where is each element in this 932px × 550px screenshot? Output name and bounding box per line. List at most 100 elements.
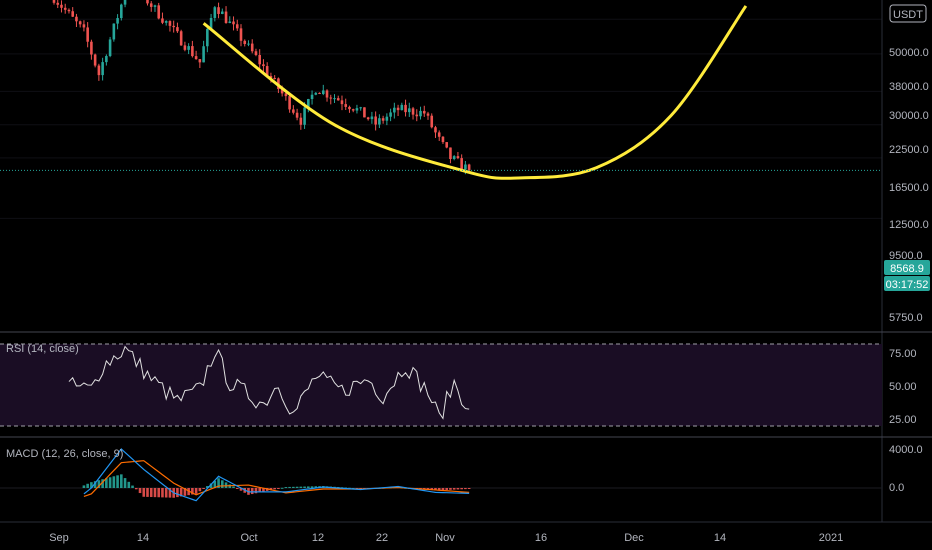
candle-body — [86, 27, 89, 42]
candle-body — [396, 107, 400, 111]
candle-body — [269, 76, 273, 78]
candle-body — [105, 56, 108, 63]
candle-body — [325, 90, 329, 98]
last-price-tag-box — [884, 260, 930, 275]
candle-body — [452, 156, 456, 160]
candle-body — [333, 98, 336, 100]
macd-histogram-bar — [82, 485, 86, 488]
candle-body — [108, 39, 112, 57]
macd-histogram-bar — [235, 488, 239, 489]
candle-body — [116, 18, 119, 24]
candle-body — [363, 107, 366, 118]
rsi-title[interactable]: RSI (14, close) — [6, 343, 79, 355]
candle-body — [60, 4, 63, 8]
macd-histogram-bar — [123, 478, 127, 488]
candle-body — [445, 142, 448, 148]
candle-body — [93, 54, 97, 66]
macd-histogram-bar — [284, 487, 288, 489]
macd-histogram-bar — [299, 486, 303, 488]
macd-histogram-bar — [164, 488, 168, 498]
macd-histogram-bar — [434, 488, 437, 491]
candle-body — [430, 115, 434, 128]
rsi-band-background — [0, 344, 882, 426]
macd-histogram-bar — [221, 480, 224, 488]
candle-body — [191, 46, 194, 57]
candle-body — [422, 110, 426, 114]
macd-histogram-bar — [86, 483, 89, 488]
candle-body — [179, 31, 183, 46]
macd-title[interactable]: MACD (12, 26, close, 9) — [6, 448, 123, 460]
rsi-pane[interactable]: RSI (14, close) 75.00 50.00 25.00 — [0, 343, 917, 427]
candle-body — [120, 4, 123, 19]
candle-body — [280, 88, 284, 94]
macd-histogram-bar — [120, 474, 123, 488]
candle-body — [232, 21, 235, 25]
candle-body — [415, 114, 419, 117]
price-tick-label: 38000.0 — [889, 81, 929, 93]
candle-body — [389, 112, 392, 117]
price-axis[interactable]: USDT 50000.0 38000.0 30000.0 22500.0 165… — [881, 0, 930, 522]
macd-histogram-bar — [146, 488, 149, 497]
countdown-tag-text: 03:17:52 — [886, 279, 929, 291]
candle-body — [228, 21, 232, 23]
candle-body — [307, 99, 310, 108]
candle-body — [314, 92, 318, 95]
candle-body — [209, 17, 213, 29]
candle-body — [217, 7, 220, 14]
macd-histogram-bar — [198, 488, 202, 492]
time-axis[interactable]: Sep 14 Oct 12 22 Nov 16 Dec 14 2021 — [49, 532, 843, 544]
candle-body — [385, 116, 389, 121]
macd-histogram-bar — [157, 488, 161, 498]
macd-histogram-bar — [277, 488, 280, 489]
candle-body — [183, 45, 187, 50]
macd-histogram-bar — [183, 488, 187, 496]
time-tick-label: 12 — [312, 532, 324, 544]
candle-body — [202, 46, 205, 63]
macd-histogram-bar — [239, 488, 243, 491]
macd-histogram-bar — [217, 478, 220, 488]
candle-body — [467, 164, 471, 171]
macd-histogram-bar — [149, 488, 153, 498]
candle-body — [78, 21, 82, 25]
macd-histogram-bar — [93, 481, 97, 488]
candle-body — [464, 164, 467, 170]
macd-histogram-bar — [161, 488, 164, 498]
macd-histogram-bar — [314, 486, 318, 488]
candle-body — [187, 46, 190, 50]
macd-histogram-bar — [213, 480, 217, 488]
candle-body — [221, 11, 224, 14]
candle-body — [239, 28, 243, 41]
candle-body — [381, 118, 385, 121]
macd-histogram-bar — [452, 488, 456, 490]
time-tick-label: 14 — [714, 532, 726, 544]
candle-body — [329, 97, 333, 99]
candle-body — [90, 41, 93, 55]
candle-body — [213, 7, 217, 18]
candle-body — [340, 100, 344, 105]
price-tick-label: 16500.0 — [889, 182, 929, 194]
time-tick-label: Dec — [624, 532, 644, 544]
candle-body — [262, 64, 265, 67]
macd-histogram-bar — [262, 488, 265, 492]
candle-body — [198, 59, 202, 63]
macd-histogram-bar — [224, 482, 228, 488]
macd-pane[interactable]: MACD (12, 26, close, 9) 4000.0 0.0 — [0, 444, 923, 502]
candle-body — [284, 93, 288, 97]
candle-body — [404, 104, 407, 113]
candle-body — [288, 96, 291, 110]
candle-body — [419, 110, 422, 117]
macd-histogram-bar — [449, 488, 452, 490]
candle-body — [243, 40, 247, 44]
time-tick-label: Oct — [240, 532, 257, 544]
rounded-bottom-curve[interactable] — [202, 5, 748, 180]
time-tick-label: 14 — [137, 532, 149, 544]
candle-body — [393, 107, 396, 113]
currency-badge[interactable]: USDT — [889, 4, 927, 23]
macd-histogram-bar — [90, 482, 93, 488]
price-pane[interactable] — [0, 0, 882, 219]
candle-body — [408, 108, 411, 113]
candle-body — [250, 43, 254, 52]
time-tick-label: 16 — [535, 532, 547, 544]
candlesticks — [52, 0, 471, 175]
